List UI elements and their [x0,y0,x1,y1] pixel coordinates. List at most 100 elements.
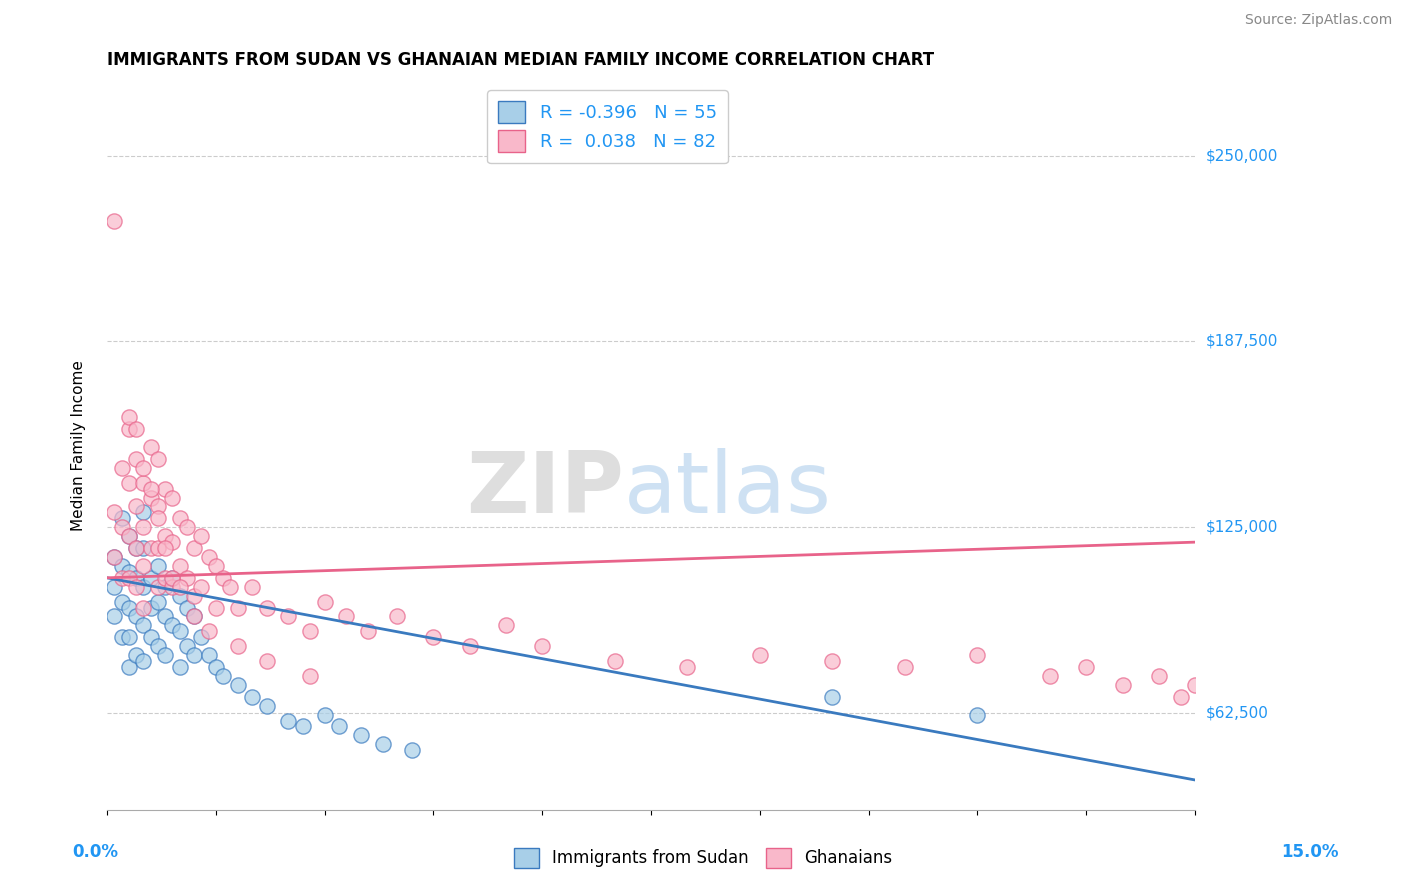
Point [162,535,184,549]
Point [183,648,205,662]
Point [162,618,184,632]
Point [422,630,444,644]
Text: 15.0%: 15.0% [1282,843,1339,861]
Point [125,541,148,555]
Point [314,594,336,608]
Point [603,654,626,668]
Legend: R = -0.396   N = 55, R =  0.038   N = 82: R = -0.396 N = 55, R = 0.038 N = 82 [488,90,728,163]
Point [350,728,373,742]
Point [169,624,191,639]
Point [153,571,176,585]
Point [205,660,228,674]
Point [183,541,205,555]
Point [169,660,191,674]
Point [103,214,125,228]
Point [821,654,844,668]
Point [169,580,191,594]
Text: ZIP: ZIP [467,448,624,531]
Point [103,609,125,624]
Point [197,624,219,639]
Point [125,580,148,594]
Point [118,630,141,644]
Point [146,639,169,653]
Point [125,451,148,466]
Point [197,549,219,564]
Point [1111,678,1133,692]
Point [162,580,184,594]
Point [966,707,988,722]
Point [146,580,169,594]
Point [118,571,141,585]
Point [256,600,278,615]
Point [226,639,249,653]
Point [139,541,162,555]
Point [139,630,162,644]
Point [153,580,176,594]
Point [162,571,184,585]
Point [277,714,299,728]
Point [132,580,155,594]
Point [328,719,350,733]
Point [176,639,198,653]
Y-axis label: Median Family Income: Median Family Income [72,360,86,531]
Point [169,589,191,603]
Point [240,580,263,594]
Text: $62,500: $62,500 [1206,706,1270,721]
Point [821,690,844,704]
Point [146,594,169,608]
Point [110,511,132,525]
Point [371,737,394,751]
Point [103,505,125,519]
Point [110,558,132,573]
Point [132,600,155,615]
Point [125,648,148,662]
Point [146,558,169,573]
Point [110,520,132,534]
Point [190,580,212,594]
Text: $187,500: $187,500 [1206,334,1278,349]
Point [495,618,517,632]
Point [146,451,169,466]
Point [966,648,988,662]
Text: IMMIGRANTS FROM SUDAN VS GHANAIAN MEDIAN FAMILY INCOME CORRELATION CHART: IMMIGRANTS FROM SUDAN VS GHANAIAN MEDIAN… [107,51,934,69]
Point [169,511,191,525]
Point [132,558,155,573]
Point [110,630,132,644]
Point [132,654,155,668]
Point [125,500,148,514]
Point [146,500,169,514]
Point [219,580,242,594]
Point [153,529,176,543]
Point [291,719,314,733]
Point [894,660,917,674]
Text: atlas: atlas [624,448,832,531]
Point [205,600,228,615]
Point [118,410,141,425]
Legend: Immigrants from Sudan, Ghanaians: Immigrants from Sudan, Ghanaians [508,841,898,875]
Text: Source: ZipAtlas.com: Source: ZipAtlas.com [1244,13,1392,28]
Point [132,460,155,475]
Point [125,571,148,585]
Point [1147,669,1170,683]
Point [1170,690,1192,704]
Point [314,707,336,722]
Point [132,505,155,519]
Point [139,491,162,505]
Point [212,571,235,585]
Point [153,541,176,555]
Point [277,609,299,624]
Point [103,549,125,564]
Point [118,529,141,543]
Point [256,654,278,668]
Point [132,541,155,555]
Point [162,491,184,505]
Point [531,639,554,653]
Point [1076,660,1098,674]
Point [125,541,148,555]
Point [205,558,228,573]
Point [125,422,148,436]
Point [153,482,176,496]
Point [162,571,184,585]
Point [226,600,249,615]
Point [176,571,198,585]
